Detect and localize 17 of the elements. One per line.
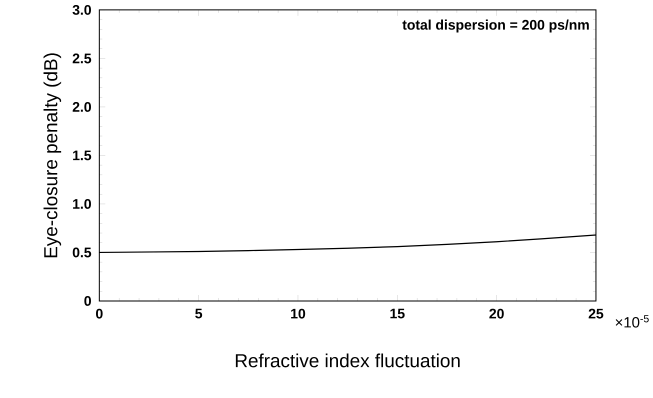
x-tick-label: 20	[489, 308, 504, 318]
y-tick-label: 2.0	[72, 102, 91, 112]
text: ×10$^{-5}$	[616, 314, 649, 328]
x-tick-label: 5	[195, 308, 202, 318]
x-tick-label: 25	[588, 308, 604, 318]
y-tick-label: 3.0	[72, 4, 91, 15]
x-tick-label: 15	[390, 308, 405, 318]
y-tick-label: 1.0	[73, 198, 91, 209]
y-tick-label: 2.5	[72, 53, 92, 64]
x-tick-label: 10	[291, 308, 306, 318]
y-tick-label: 0.5	[72, 247, 92, 258]
y-tick-label: 0	[84, 296, 91, 306]
y-tick-label: 1.5	[73, 150, 92, 160]
x-axis-title: Refractive index fluctuation	[236, 353, 460, 368]
annotation: total dispersion = 200 ps/nm	[402, 19, 589, 32]
x-tick-label: 0	[96, 308, 103, 318]
y-axis-title: Eye-closure penalty (dB)	[44, 53, 62, 258]
